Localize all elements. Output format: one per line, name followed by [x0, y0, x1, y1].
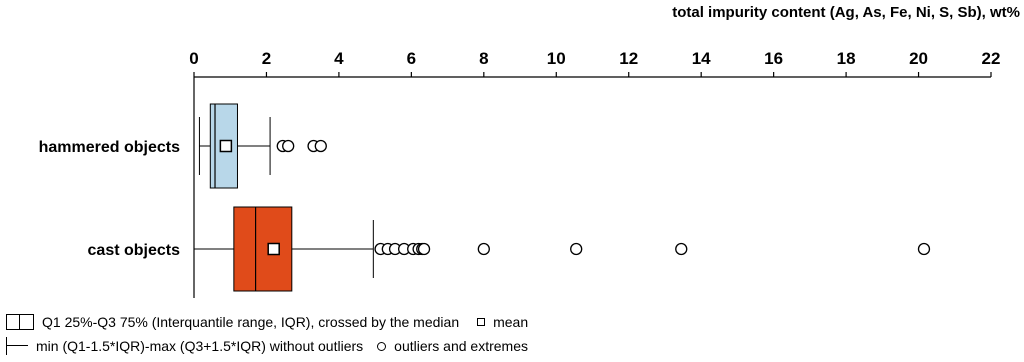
x-tick-label: 8 — [479, 49, 488, 68]
outlier-point — [675, 242, 688, 256]
mean-legend-icon — [477, 318, 486, 326]
x-tick-label: 12 — [619, 49, 638, 68]
legend-mean-text: mean — [493, 314, 529, 330]
outlier-point — [917, 242, 931, 256]
outlier-point — [282, 139, 295, 153]
outlier-point — [570, 242, 583, 256]
category-label: hammered objects — [39, 139, 180, 156]
x-axis-title: total impurity content (Ag, As, Fe, Ni, … — [672, 4, 1020, 21]
x-tick-label: 6 — [407, 49, 416, 68]
boxplot-chart: 0 2 4 6 8 10 12 14 16 18 20 22 hammered objects cast … — [39, 49, 1001, 298]
legend-whisker-text: min (Q1-1.5*IQR)-max (Q3+1.5*IQR) withou… — [36, 338, 364, 354]
box-legend-icon — [6, 314, 34, 330]
legend-box-text: Q1 25%-Q3 75% (Interquantile range, IQR)… — [42, 314, 460, 330]
legend-outlier-text: outliers and extremes — [394, 338, 528, 354]
category-label: cast objects — [88, 242, 181, 259]
outlier-point — [477, 242, 490, 256]
mean-marker — [219, 139, 233, 153]
x-tick-label: 22 — [982, 49, 1001, 68]
x-tick-label: 18 — [837, 49, 856, 68]
x-tick-label: 4 — [334, 49, 344, 68]
outlier-legend-icon — [377, 341, 387, 351]
mean-marker — [267, 242, 280, 256]
x-tick-label: 14 — [692, 49, 711, 68]
x-tick-label: 16 — [764, 49, 783, 68]
outlier-point — [314, 139, 327, 153]
x-tick-label: 10 — [547, 49, 566, 68]
x-tick-label: 20 — [909, 49, 928, 68]
x-tick-label: 2 — [262, 49, 271, 68]
outlier-point — [417, 242, 431, 256]
legend-row-1: Q1 25%-Q3 75% (Interquantile range, IQR)… — [6, 314, 528, 330]
whisker-legend-icon — [6, 337, 28, 355]
x-tick-label: 0 — [189, 49, 198, 68]
legend-row-2: min (Q1-1.5*IQR)-max (Q3+1.5*IQR) withou… — [6, 337, 528, 355]
iqr-box — [233, 206, 293, 292]
